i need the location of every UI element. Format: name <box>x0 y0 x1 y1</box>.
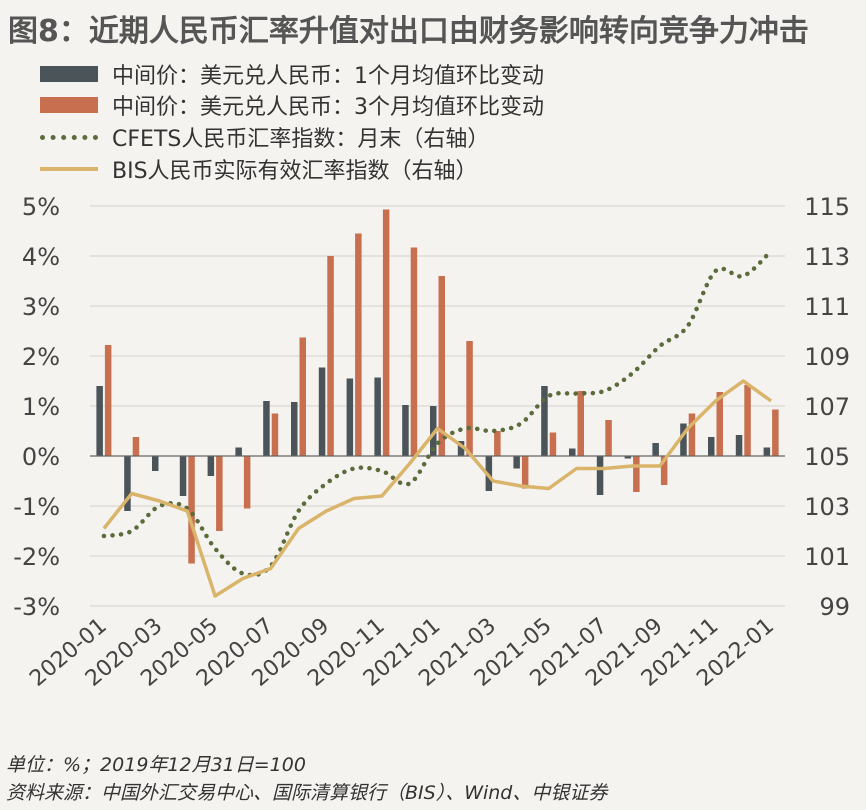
right-axis-tick-label: 103 <box>804 493 850 521</box>
bar-1m-change <box>346 378 354 456</box>
bar-1m-change <box>541 386 548 456</box>
right-axis-tick-label: 115 <box>804 193 850 221</box>
bar-3m-change <box>716 392 723 456</box>
bar-1m-change <box>513 456 520 469</box>
bar-1m-change <box>652 443 659 456</box>
right-axis-tick-label: 113 <box>804 243 850 271</box>
bar-1m-change <box>402 405 409 456</box>
left-axis-tick-label: 2% <box>22 343 60 371</box>
bar-3m-change <box>188 456 195 564</box>
cfets-index-line <box>101 248 774 578</box>
bar-1m-change <box>318 367 326 456</box>
bar-1m-change <box>124 456 131 511</box>
right-axis-tick-label: 107 <box>804 393 850 421</box>
bar-1m-change <box>235 447 242 456</box>
bar-1m-change <box>624 456 632 459</box>
right-axis-tick-label: 99 <box>819 593 850 621</box>
bar-3m-change <box>660 456 668 485</box>
legend-swatch-dark-bar <box>40 66 98 82</box>
right-axis-tick-label: 101 <box>804 543 850 571</box>
right-axis-tick-label: 105 <box>804 443 850 471</box>
bar-3m-change <box>355 233 362 456</box>
source-note: 资料来源：中国外汇交易中心、国际清算银行（BIS）、Wind、中银证券 <box>6 782 608 804</box>
legend-item-bis-line: BIS人民币实际有效汇率指数（右轴） <box>40 153 478 185</box>
left-axis-tick-label: -1% <box>13 493 60 521</box>
bar-1m-change <box>430 406 437 456</box>
bar-1m-change <box>96 386 103 456</box>
left-axis-tick-label: 4% <box>22 243 60 271</box>
legend-swatch-dotted-line <box>40 134 98 140</box>
right-axis-tick-label: 111 <box>804 293 850 321</box>
bar-3m-change <box>466 341 473 456</box>
left-axis-tick-label: 1% <box>22 393 60 421</box>
bar-3m-change <box>521 456 529 489</box>
left-axis-tick-label: -2% <box>13 543 60 571</box>
bar-1m-change <box>152 456 159 471</box>
bar-1m-change <box>291 402 298 456</box>
legend-label: 中间价：美元兑人民币：1个月均值环比变动 <box>112 64 544 89</box>
bar-1m-change <box>596 456 604 495</box>
bar-3m-change <box>494 431 501 456</box>
bar-3m-change <box>382 209 390 456</box>
bar-3m-change <box>633 456 640 492</box>
left-axis-tick-label: -3% <box>13 593 60 621</box>
bar-3m-change <box>410 247 418 456</box>
bar-1m-change <box>457 441 465 456</box>
bar-3m-change <box>243 456 251 509</box>
legend-label: BIS人民币实际有效汇率指数（右轴） <box>112 159 478 184</box>
left-axis-tick-label: 5% <box>22 193 60 221</box>
bar-3m-change <box>104 345 112 456</box>
legend-item-cfets-line: CFETS人民币汇率指数：月末（右轴） <box>40 121 489 153</box>
bar-3m-change <box>688 413 696 456</box>
legend-label: CFETS人民币汇率指数：月末（右轴） <box>112 127 490 152</box>
bar-1m-change <box>708 437 715 456</box>
unit-note: 单位：%；2019年12月31日=100 <box>6 754 306 776</box>
bar-3m-change <box>577 391 584 456</box>
left-axis-tick-label: 0% <box>22 443 60 471</box>
bis-reer-line <box>102 379 773 598</box>
bar-3m-change <box>327 256 334 456</box>
bar-1m-change <box>263 401 270 456</box>
bar-1m-change <box>374 377 381 456</box>
bar-1m-change <box>763 447 771 456</box>
bar-3m-change <box>271 413 279 456</box>
chart-title: 图8：近期人民币汇率升值对出口由财务影响转向竞争力冲击 <box>8 14 809 49</box>
legend-item-3m-bar: 中间价：美元兑人民币：3个月均值环比变动 <box>40 89 544 121</box>
right-axis-tick-label: 109 <box>804 343 850 371</box>
bar-3m-change <box>605 420 612 456</box>
bar-1m-change <box>207 456 215 476</box>
bar-1m-change <box>680 423 687 456</box>
bar-1m-change <box>179 456 187 496</box>
bar-1m-change <box>569 448 576 456</box>
bar-3m-change <box>438 276 445 456</box>
bar-3m-change <box>772 409 779 456</box>
legend-swatch-orange-bar <box>40 97 98 113</box>
legend-swatch-solid-line <box>40 167 98 171</box>
legend-label: 中间价：美元兑人民币：3个月均值环比变动 <box>112 95 544 120</box>
bar-3m-change <box>549 432 557 456</box>
bar-3m-change <box>216 456 223 531</box>
legend-item-1m-bar: 中间价：美元兑人民币：1个月均值环比变动 <box>40 58 544 90</box>
bar-3m-change <box>132 437 140 456</box>
left-axis-tick-label: 3% <box>22 293 60 321</box>
bar-3m-change <box>744 385 751 456</box>
bar-3m-change <box>299 337 306 456</box>
bar-1m-change <box>735 435 743 456</box>
